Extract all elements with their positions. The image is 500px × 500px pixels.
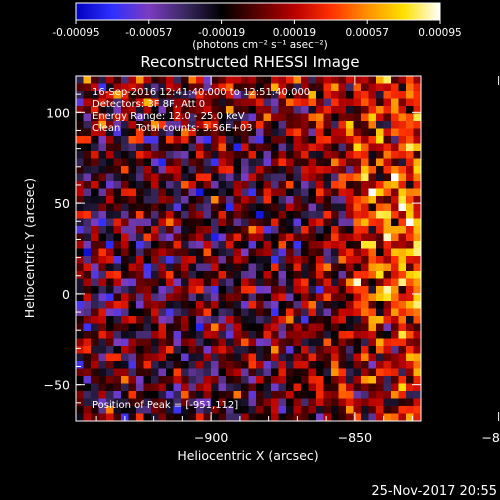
footer-timestamp: 25-Nov-2017 20:55 [371,484,497,499]
annotation-peak: Position of Peak = [-951,112] [92,400,238,411]
colorbar-tick-label: -0.00019 [198,27,245,39]
y-tick-label: −50 [44,378,70,393]
colorbar-tick-label: 0.00057 [345,27,388,39]
x-tick-label: −900 [194,430,228,445]
colorbar [75,2,441,21]
plot-frame [75,75,422,422]
y-tick-label: 0 [62,287,70,302]
y-tick-label: 100 [46,105,70,120]
annotation-detectors: Detectors: 3F 8F, Att 0 [92,99,205,110]
y-tick-label: 50 [54,196,70,211]
chart-title: Reconstructed RHESSI Image [140,53,359,71]
colorbar-tick-label: 0.00095 [418,27,461,39]
colorbar-units-label: (photons cm⁻² s⁻¹ asec⁻²) [192,39,327,51]
colorbar-tick-label: -0.00095 [52,27,99,39]
colorbar-tick-label: -0.00057 [125,27,172,39]
colorbar-tick-label: 0.00019 [273,27,316,39]
x-axis-label: Heliocentric X (arcsec) [177,448,318,463]
y-axis-label: Heliocentric Y (arcsec) [22,178,37,318]
heatmap-image [76,76,421,421]
annotation-method: Clean Total counts: 3.56E+03 [92,123,252,134]
x-tick-label: −800 [481,430,500,445]
x-tick-label: −850 [338,430,372,445]
annotation-time-range: 16-Sep-2016 12:41:40.000 to 12:51:40.000 [92,87,310,98]
annotation-energy-range: Energy Range: 12.0 - 25.0 keV [92,111,245,122]
